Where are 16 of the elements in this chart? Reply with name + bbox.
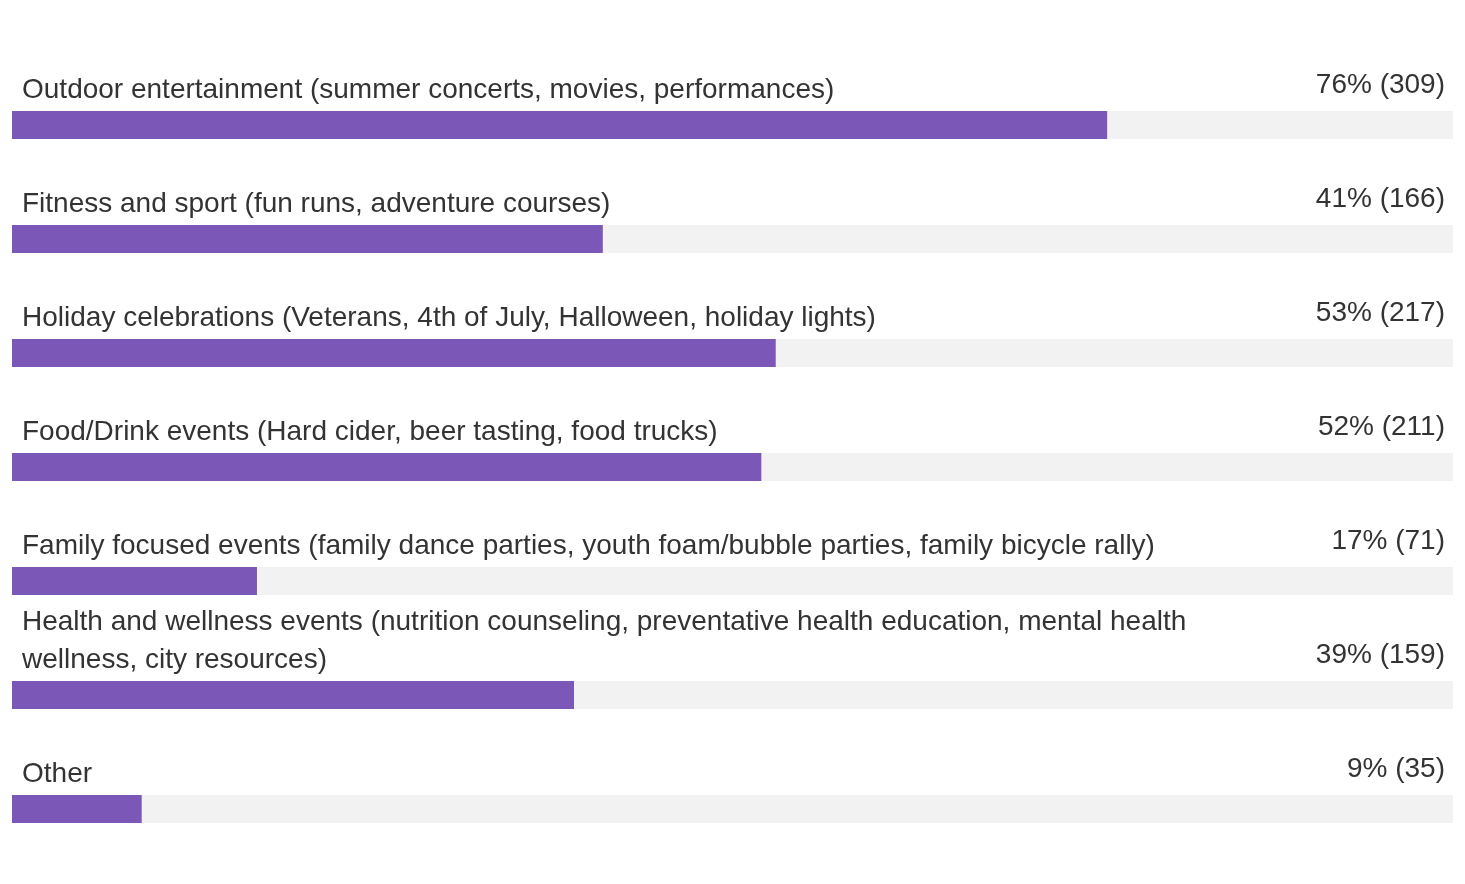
bar [12, 567, 257, 595]
y-tick-label: Outdoor entertainment (summer concerts, movies, performances) [22, 72, 835, 104]
data-label: 76% (309) [1315, 67, 1445, 99]
bar [12, 795, 142, 823]
y-tick-label: Health and wellness events (nutrition counseling, preventative health education, mental health wellness, city resources) [21, 604, 1195, 674]
y-tick-label: Fitness and sport (fun runs, adventure courses) [22, 186, 611, 218]
data-label: 53% (217) [1315, 295, 1445, 327]
data-label: 17% (71) [1331, 523, 1445, 555]
y-tick-label: Other [22, 756, 93, 788]
y-tick-label: Family focused events (family dance parties, youth foam/bubble parties, family bicycle rally) [22, 528, 1155, 560]
data-label: 9% (35) [1346, 751, 1445, 783]
y-tick-label: Holiday celebrations (Veterans, 4th of July, Halloween, holiday lights) [22, 300, 876, 332]
data-label: 39% (159) [1315, 637, 1445, 669]
data-label: 41% (166) [1315, 181, 1445, 213]
y-tick-label: Food/Drink events (Hard cider, beer tasting, food trucks) [22, 414, 718, 446]
data-label: 52% (211) [1317, 409, 1445, 441]
